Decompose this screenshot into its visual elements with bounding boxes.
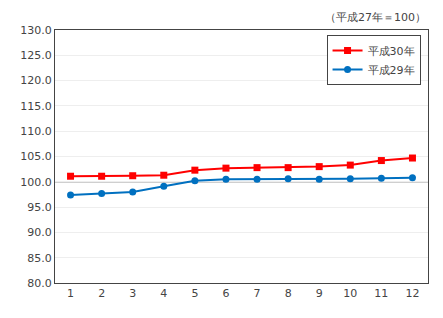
svg-text:平成30年: 平成30年 [368, 45, 415, 58]
svg-text:2: 2 [98, 287, 105, 300]
svg-text:4: 4 [160, 287, 167, 300]
svg-text:115.0: 115.0 [20, 100, 52, 113]
svg-text:6: 6 [222, 287, 229, 300]
svg-text:7: 7 [254, 287, 261, 300]
svg-text:5: 5 [191, 287, 198, 300]
svg-text:（平成27年＝100）: （平成27年＝100） [325, 11, 426, 24]
svg-text:85.0: 85.0 [27, 252, 52, 265]
svg-text:3: 3 [129, 287, 136, 300]
svg-text:平成29年: 平成29年 [368, 64, 415, 77]
svg-text:10: 10 [343, 287, 357, 300]
svg-text:80.0: 80.0 [27, 277, 52, 290]
svg-text:110.0: 110.0 [20, 125, 52, 138]
svg-text:105.0: 105.0 [20, 150, 52, 163]
svg-text:12: 12 [405, 287, 419, 300]
svg-text:1: 1 [67, 287, 74, 300]
svg-text:9: 9 [316, 287, 323, 300]
svg-text:11: 11 [374, 287, 388, 300]
svg-text:130.0: 130.0 [20, 24, 52, 37]
svg-text:95.0: 95.0 [27, 201, 52, 214]
svg-text:90.0: 90.0 [27, 226, 52, 239]
svg-text:100.0: 100.0 [20, 176, 52, 189]
svg-text:120.0: 120.0 [20, 74, 52, 87]
svg-text:125.0: 125.0 [20, 49, 52, 62]
svg-text:8: 8 [285, 287, 292, 300]
